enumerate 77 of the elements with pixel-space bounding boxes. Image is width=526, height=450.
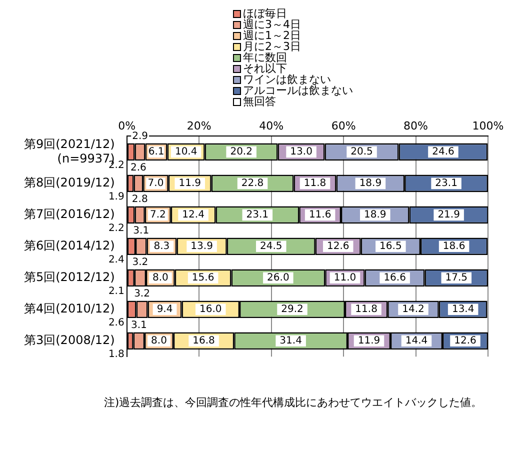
data-label: 20.5 — [350, 146, 373, 158]
legend-label: それ以下 — [243, 62, 287, 75]
data-label: 16.0 — [200, 304, 222, 315]
data-label: 2.1 — [108, 286, 124, 298]
data-label: 24.5 — [260, 240, 282, 252]
data-label: 3.1 — [130, 320, 147, 331]
data-label: 3.2 — [132, 256, 148, 268]
y-tick-label: 第3回(2008/12) — [24, 332, 115, 347]
y-tick-label: 第8回(2019/12) — [24, 176, 115, 190]
data-label: 16.8 — [192, 335, 215, 346]
data-label: 2.6 — [108, 318, 124, 329]
data-label: 17.5 — [445, 272, 468, 284]
data-label: 23.1 — [246, 210, 269, 221]
data-label: 18.9 — [364, 210, 386, 221]
data-label: 15.6 — [192, 272, 214, 284]
data-label: 14.2 — [402, 304, 424, 315]
data-label: 18.9 — [359, 178, 382, 190]
data-label: 10.4 — [174, 146, 198, 158]
data-label: 7.2 — [150, 210, 166, 221]
data-label: 18.6 — [442, 240, 466, 252]
data-label: 13.9 — [190, 240, 213, 252]
x-tick-label: 40% — [259, 119, 284, 132]
text: 注)過去調査は、今回調査の性年代構成比にあわせてウエイトバックした値。 — [102, 395, 484, 410]
data-label: 12.4 — [182, 210, 204, 221]
data-label: 2.6 — [130, 162, 146, 174]
data-label: 24.6 — [432, 146, 454, 158]
data-label: 16.6 — [384, 272, 406, 284]
data-label: 8.0 — [151, 335, 167, 346]
data-label: 11.0 — [334, 272, 356, 284]
data-label: 23.1 — [435, 178, 458, 190]
data-label: 9.4 — [156, 304, 173, 315]
data-label: 3.1 — [133, 225, 150, 236]
x-tick-label: 100% — [472, 119, 504, 132]
data-label: 3.2 — [134, 288, 150, 300]
x-tick-label: 0% — [118, 119, 136, 132]
legend-label: ほぼ毎日 — [243, 7, 287, 20]
data-label: 11.9 — [178, 178, 202, 190]
y-tick-label: 第7回(2016/12) — [24, 207, 115, 222]
data-label: 2.4 — [108, 254, 124, 266]
legend-label: 年に数回 — [243, 51, 287, 64]
x-tick-label: 20% — [186, 119, 212, 132]
data-label: 16.5 — [380, 240, 402, 252]
data-label: 12.6 — [454, 335, 476, 346]
y-tick-label: 第6回(2014/12) — [24, 238, 115, 253]
y-tick-label: 第5回(2012/12) — [24, 270, 115, 284]
data-label: 11.6 — [308, 210, 332, 221]
data-label: 6.1 — [148, 146, 164, 158]
data-label: 11.9 — [358, 335, 380, 346]
data-label: 7.0 — [148, 178, 164, 190]
legend-label: ワインは飲まない — [243, 73, 331, 86]
legend-label: 無回答 — [243, 95, 276, 108]
y-tick-label: 第4回(2010/12) — [24, 301, 115, 316]
data-label: 2.9 — [132, 130, 148, 142]
data-label: 2.8 — [132, 194, 148, 205]
data-label: 21.9 — [438, 210, 460, 221]
legend-label: 週に3～4日 — [243, 18, 301, 31]
legend-label: アルコールは飲まない — [243, 84, 353, 97]
data-label: 13.4 — [452, 304, 474, 315]
data-label: 20.2 — [230, 146, 252, 158]
legend-label: 週に1～2日 — [243, 29, 301, 42]
data-label: 13.0 — [290, 146, 312, 158]
data-label: 8.3 — [154, 240, 170, 252]
data-label: 26.0 — [267, 272, 290, 284]
data-label: 14.4 — [405, 335, 428, 346]
data-label: 11.8 — [355, 304, 378, 315]
data-label: 1.9 — [108, 192, 124, 203]
data-label: 29.2 — [281, 304, 304, 315]
data-label: 12.6 — [326, 240, 350, 252]
data-label: 1.8 — [108, 349, 124, 360]
data-label: 2.2 — [108, 223, 124, 234]
x-tick-label: 80% — [404, 119, 428, 132]
data-label: 8.0 — [152, 272, 168, 284]
legend-label: 月に2～3日 — [243, 40, 301, 53]
x-tick-label: 60% — [331, 119, 356, 132]
data-label: 22.8 — [241, 178, 264, 190]
data-label: 31.4 — [280, 335, 302, 346]
data-label: 11.8 — [304, 178, 326, 190]
